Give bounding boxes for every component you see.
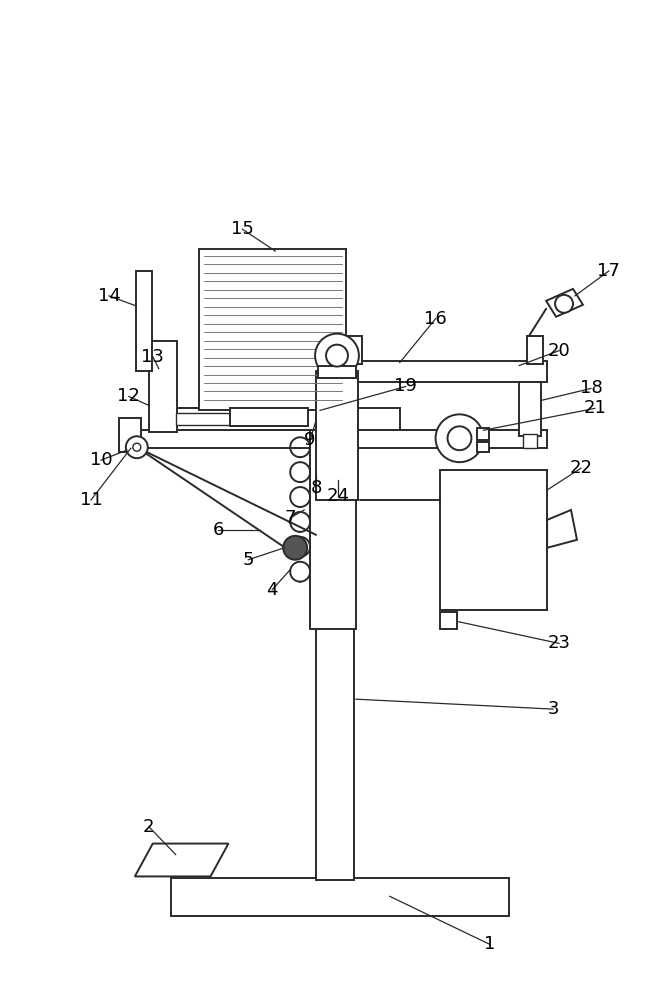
Bar <box>316 371 358 500</box>
Bar <box>440 470 547 610</box>
Text: 20: 20 <box>548 342 570 360</box>
Bar <box>171 878 510 916</box>
Text: 7: 7 <box>284 509 296 527</box>
Bar <box>318 366 356 378</box>
Bar <box>175 413 295 425</box>
Text: 3: 3 <box>548 700 559 718</box>
Text: 17: 17 <box>598 262 620 280</box>
Text: 4: 4 <box>267 581 278 599</box>
Circle shape <box>436 414 484 462</box>
Bar <box>346 336 362 364</box>
Text: 5: 5 <box>243 551 254 569</box>
Circle shape <box>283 536 307 560</box>
Polygon shape <box>135 844 228 876</box>
Text: 10: 10 <box>89 451 112 469</box>
Circle shape <box>326 345 348 367</box>
Bar <box>527 336 543 364</box>
Text: 24: 24 <box>326 487 350 505</box>
Bar <box>119 430 547 448</box>
Bar <box>230 408 308 426</box>
Text: 11: 11 <box>79 491 103 509</box>
Bar <box>149 341 177 432</box>
Text: 21: 21 <box>584 399 606 417</box>
Circle shape <box>133 443 141 451</box>
Text: 9: 9 <box>304 431 316 449</box>
Text: 22: 22 <box>570 459 592 477</box>
Bar <box>478 428 490 440</box>
Text: 6: 6 <box>213 521 224 539</box>
Text: 12: 12 <box>117 387 140 405</box>
Text: 19: 19 <box>394 377 417 395</box>
Bar <box>316 570 354 880</box>
Bar <box>346 361 547 382</box>
Bar <box>161 408 400 430</box>
Circle shape <box>126 436 148 458</box>
Text: 8: 8 <box>310 479 321 497</box>
Text: 16: 16 <box>424 310 447 328</box>
Text: 18: 18 <box>580 379 602 397</box>
Text: 15: 15 <box>231 220 254 238</box>
Text: 1: 1 <box>484 935 495 953</box>
Bar <box>523 434 537 448</box>
Bar <box>199 249 346 410</box>
Bar <box>478 442 490 452</box>
Text: 13: 13 <box>141 348 164 366</box>
Text: 23: 23 <box>548 634 570 652</box>
Bar <box>119 418 141 452</box>
Polygon shape <box>547 510 577 548</box>
Circle shape <box>555 295 573 313</box>
Text: 14: 14 <box>97 287 120 305</box>
Bar <box>136 271 152 371</box>
Text: 2: 2 <box>143 818 155 836</box>
Circle shape <box>315 334 359 378</box>
Polygon shape <box>546 289 583 317</box>
Bar <box>310 430 356 629</box>
Bar <box>440 612 458 629</box>
Circle shape <box>448 426 472 450</box>
Bar <box>519 382 541 436</box>
